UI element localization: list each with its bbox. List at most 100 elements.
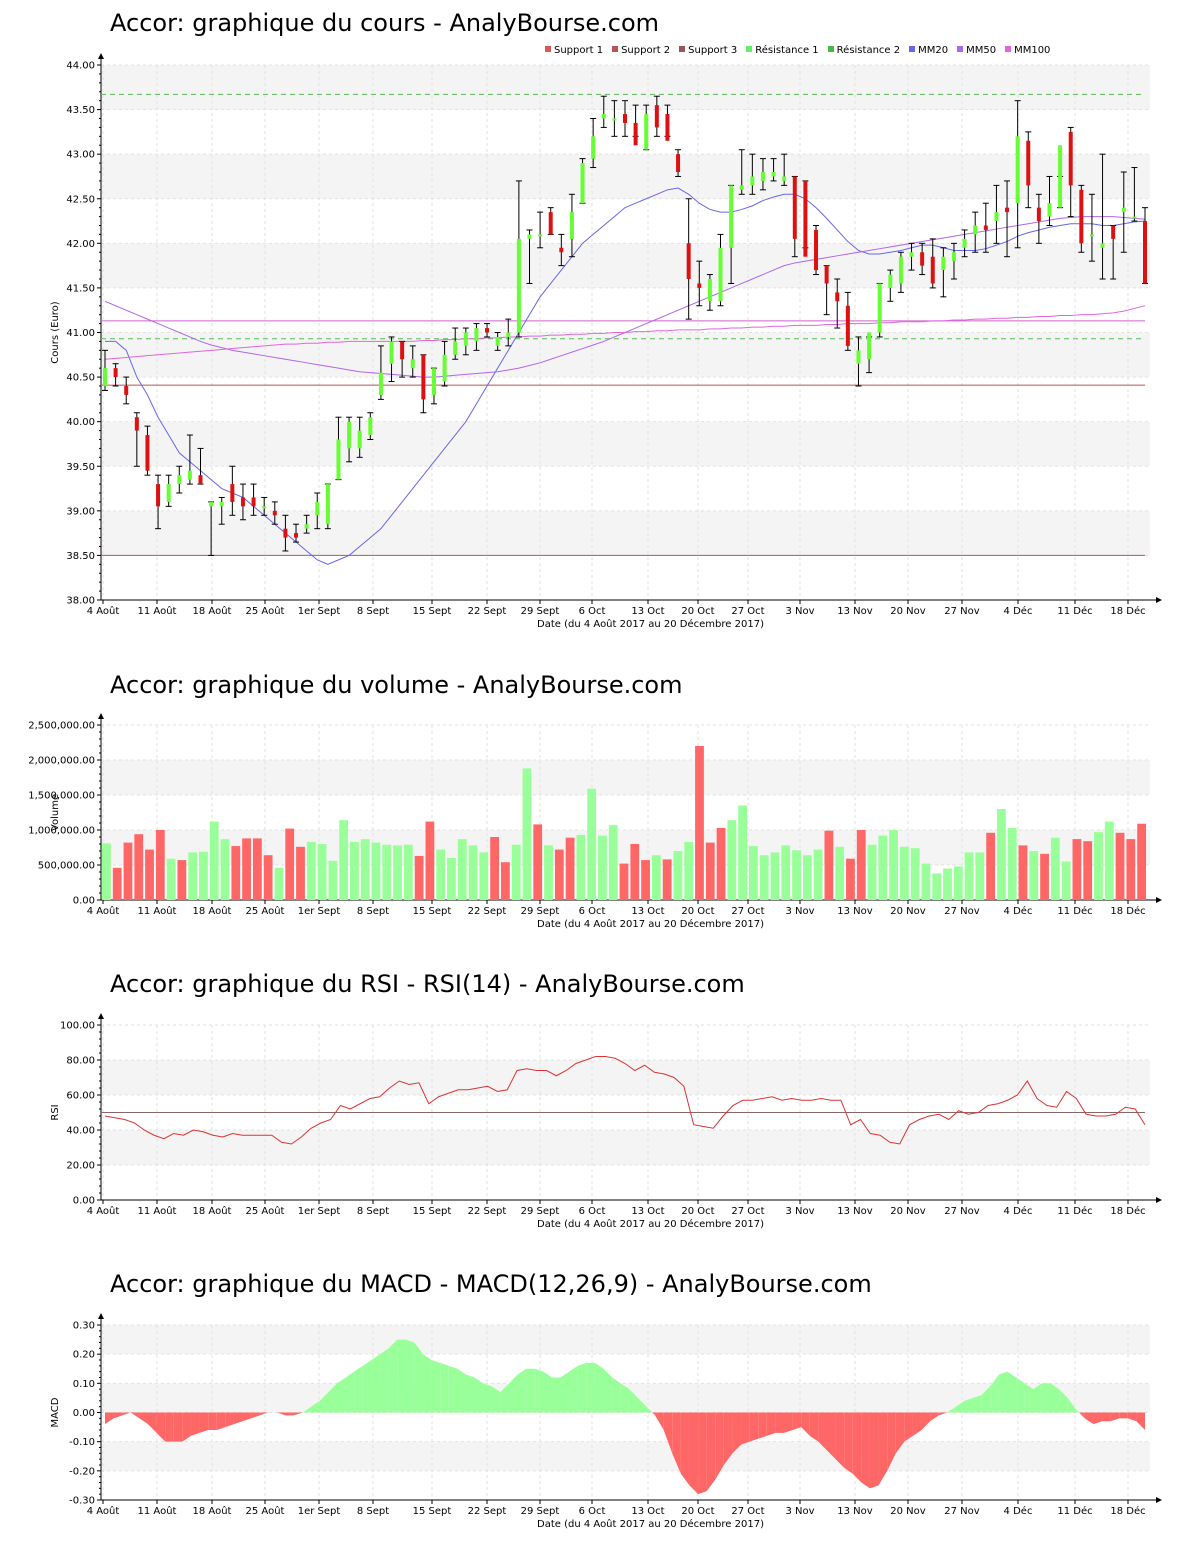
- volume-bar: [479, 852, 489, 900]
- macd-negative-area: [895, 1412, 905, 1454]
- macd-x-tick-label: 11 Août: [138, 1505, 177, 1517]
- macd-positive-area: [612, 1377, 621, 1413]
- volume-bar: [932, 873, 942, 900]
- macd-positive-area: [483, 1383, 492, 1413]
- macd-positive-area: [1041, 1383, 1051, 1413]
- volume-bar: [155, 830, 165, 900]
- legend-label: MM50: [966, 45, 997, 56]
- legend-swatch: [746, 46, 753, 52]
- candle-body: [368, 417, 373, 436]
- candle-body: [665, 114, 670, 141]
- macd-positive-area: [551, 1377, 561, 1413]
- macd-positive-area: [1033, 1383, 1042, 1413]
- macd-positive-area: [397, 1339, 406, 1413]
- price-x-tick-label: 4 Août: [87, 605, 120, 617]
- volume-bar: [813, 849, 823, 900]
- macd-negative-area: [199, 1412, 209, 1433]
- volume-bar: [727, 820, 737, 900]
- volume-y-tick-label: 1,500,000.00: [28, 791, 95, 802]
- volume-bar: [1094, 832, 1103, 900]
- rsi-x-tick-label: 13 Oct: [631, 1206, 664, 1217]
- volume-x-tick-label: 13 Oct: [631, 906, 664, 917]
- volume-bar: [457, 839, 467, 900]
- macd-positive-area: [1067, 1397, 1077, 1413]
- candle-body: [591, 136, 596, 159]
- volume-bar: [242, 838, 251, 900]
- rsi-chart-title: Accor: graphique du RSI - RSI(14) - Anal…: [110, 970, 745, 998]
- volume-bar: [889, 830, 898, 900]
- volume-x-tick-label: 25 Août: [246, 905, 285, 917]
- macd-negative-area: [723, 1412, 733, 1465]
- macd-negative-area: [689, 1412, 699, 1495]
- price-x-tick-label: 29 Sept: [521, 606, 560, 617]
- candle-body: [898, 256, 903, 284]
- legend-label: Résistance 1: [755, 45, 819, 56]
- macd-positive-area: [311, 1400, 320, 1413]
- macd-negative-area: [225, 1412, 234, 1428]
- candle-body: [729, 185, 734, 248]
- legend-item: MM50: [957, 45, 996, 56]
- candle-body: [325, 484, 330, 525]
- macd-negative-area: [216, 1412, 226, 1430]
- rsi-x-tick-label: 1er Sept: [298, 1206, 341, 1217]
- macd-positive-area: [620, 1383, 630, 1413]
- macd-negative-area: [1136, 1412, 1145, 1430]
- candle-body: [400, 341, 405, 360]
- volume-bar: [199, 851, 208, 900]
- candle-body: [187, 470, 192, 480]
- macd-y-tick-label: -0.20: [69, 1466, 95, 1477]
- macd-positive-area: [388, 1339, 398, 1413]
- candle-body: [962, 238, 967, 248]
- candle-body: [909, 252, 914, 257]
- macd-negative-area: [233, 1412, 243, 1425]
- legend-swatch: [957, 46, 964, 52]
- price-y-tick-label: 39.00: [66, 506, 95, 517]
- price-x-tick-label: 6 Oct: [579, 606, 606, 617]
- macd-positive-area: [465, 1374, 475, 1413]
- candle-body: [272, 510, 277, 516]
- macd-positive-area: [500, 1383, 509, 1413]
- volume-bar: [274, 867, 284, 900]
- macd-negative-area: [801, 1412, 810, 1436]
- candle-body: [262, 506, 267, 509]
- volume-chart-title: Accor: graphique du volume - AnalyBourse…: [110, 671, 683, 699]
- price-y-tick-label: 40.50: [66, 373, 95, 384]
- rsi-y-arrow: [98, 1013, 104, 1019]
- macd-negative-area: [784, 1412, 793, 1433]
- candle-body: [654, 105, 659, 128]
- volume-bar: [608, 825, 618, 900]
- macd-negative-area: [706, 1412, 716, 1492]
- candle-body: [941, 256, 946, 271]
- volume-bar: [986, 832, 996, 900]
- volume-bar: [964, 852, 974, 900]
- candle-body: [601, 114, 606, 119]
- macd-positive-area: [319, 1392, 329, 1413]
- legend-item: Résistance 2: [827, 45, 900, 56]
- volume-x-tick-label: 27 Nov: [944, 906, 980, 917]
- macd-positive-area: [603, 1368, 613, 1413]
- macd-negative-area: [1110, 1412, 1120, 1422]
- volume-bar: [673, 851, 683, 900]
- macd-positive-area: [560, 1371, 570, 1413]
- price-x-tick-label: 18 Août: [193, 605, 232, 617]
- candle-body: [1036, 207, 1041, 222]
- macd-negative-area: [809, 1412, 819, 1442]
- candle-body: [930, 256, 935, 284]
- volume-bar: [835, 846, 845, 900]
- volume-band: [101, 760, 1150, 795]
- volume-bar: [899, 846, 909, 900]
- macd-positive-area: [354, 1365, 363, 1413]
- volume-x-tick-label: 4 Août: [87, 905, 120, 917]
- candle-body: [739, 185, 744, 190]
- candle-body: [378, 372, 383, 395]
- macd-positive-area: [1050, 1383, 1060, 1413]
- macd-negative-area: [672, 1412, 681, 1474]
- macd-x-tick-label: 18 Août: [193, 1505, 232, 1517]
- volume-bar: [770, 852, 780, 900]
- price-x-tick-label: 8 Sept: [357, 606, 389, 617]
- macd-negative-area: [1084, 1412, 1094, 1425]
- candle-body: [103, 368, 107, 386]
- rsi-x-tick-label: 27 Oct: [731, 1206, 764, 1217]
- volume-bar: [1018, 845, 1028, 900]
- volume-bar: [112, 867, 122, 900]
